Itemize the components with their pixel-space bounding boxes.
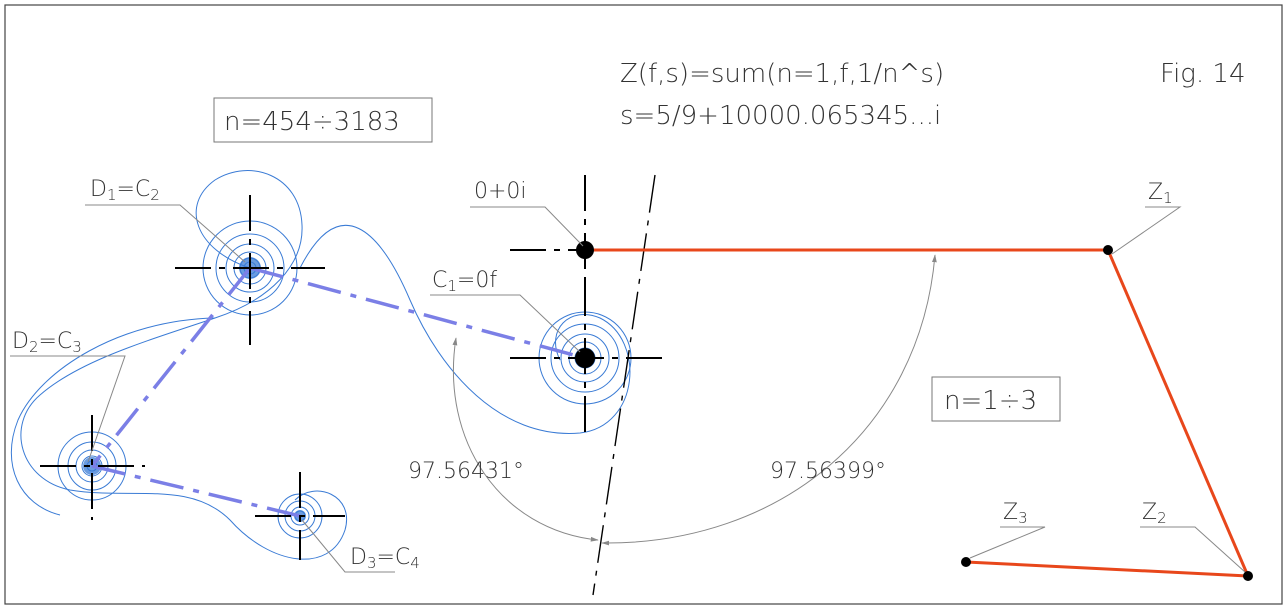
z-polyline xyxy=(585,248,1250,578)
centerline-crosshairs xyxy=(40,175,665,560)
label-d3-c4: D3=C4 xyxy=(350,545,420,572)
range-box-right: n=1÷3 xyxy=(931,376,1061,422)
label-z2: Z2 xyxy=(1142,500,1167,527)
angle-left-label: 97.56431° xyxy=(408,459,524,484)
c1-point xyxy=(575,348,595,368)
drawing-frame xyxy=(4,4,1283,605)
z2-point xyxy=(1243,571,1253,581)
label-c1-0f: C1=0f xyxy=(432,268,497,295)
angle-arc-right xyxy=(601,254,937,546)
label-z3: Z3 xyxy=(1003,500,1028,527)
formula-line-2: s=5/9+10000.065345...i xyxy=(620,101,941,131)
slanted-axis xyxy=(592,174,656,596)
label-d1-c2: D1=C2 xyxy=(90,177,160,204)
svg-text:n=454÷3183: n=454÷3183 xyxy=(224,107,400,137)
formula-line-1: Z(f,s)=sum(n=1,f,1/n^s) xyxy=(620,59,944,89)
origin-point xyxy=(576,241,594,259)
spiral-curve xyxy=(10,170,632,560)
svg-text:n=1÷3: n=1÷3 xyxy=(944,386,1037,416)
label-origin: 0+0i xyxy=(474,179,527,204)
z1-point xyxy=(1103,245,1113,255)
range-box-top: n=454÷3183 xyxy=(213,97,433,143)
z3-point xyxy=(961,557,971,567)
leader-lines xyxy=(10,204,1246,573)
figure-label: Fig. 14 xyxy=(1160,59,1246,89)
angle-right-label: 97.56399° xyxy=(770,459,886,484)
label-z1: Z1 xyxy=(1148,180,1173,207)
label-d2-c3: D2=C3 xyxy=(12,329,82,356)
angle-arc-left xyxy=(452,337,599,542)
